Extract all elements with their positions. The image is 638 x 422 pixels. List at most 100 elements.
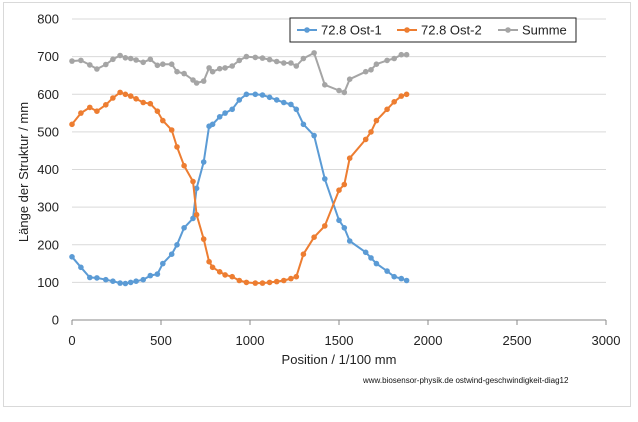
data-point: [259, 92, 266, 98]
data-point: [222, 65, 228, 71]
series-line: [71, 91, 407, 285]
legend-swatch-marker: [505, 27, 511, 33]
data-point: [222, 110, 228, 116]
data-point: [154, 271, 161, 277]
data-point: [229, 63, 235, 69]
data-point: [222, 272, 228, 278]
legend-box: [289, 17, 577, 43]
data-point: [147, 56, 154, 63]
data-point: [403, 277, 410, 284]
series-line: [71, 93, 407, 285]
data-point: [259, 280, 266, 286]
data-point: [346, 76, 353, 82]
data-point: [243, 91, 250, 98]
data-point: [87, 274, 93, 281]
legend-swatch-marker: [404, 27, 410, 33]
data-point: [288, 275, 294, 282]
data-point: [206, 258, 212, 265]
data-point: [209, 68, 216, 75]
data-point: [266, 56, 273, 63]
y-tick-label: 700: [37, 49, 59, 64]
data-point: [168, 251, 175, 257]
data-point: [110, 95, 116, 101]
data-point: [147, 100, 154, 107]
data-point: [216, 114, 223, 120]
y-tick-label: 200: [37, 237, 59, 252]
data-point: [311, 50, 317, 56]
data-point: [87, 62, 93, 68]
series-group: [69, 50, 410, 287]
data-point: [322, 223, 328, 229]
data-point: [216, 65, 223, 72]
y-tick-label: 0: [52, 313, 59, 328]
data-point: [69, 253, 75, 260]
data-point: [110, 56, 116, 63]
x-tick-label: 2000: [414, 333, 443, 348]
data-point: [252, 91, 259, 98]
data-point: [103, 102, 109, 108]
data-point: [103, 276, 109, 283]
y-tick-label: 800: [37, 12, 59, 27]
legend-label: 72.8 Ost-2: [421, 23, 482, 38]
data-point: [133, 96, 139, 102]
axes: [71, 319, 607, 325]
data-point: [127, 279, 134, 286]
data-point: [362, 68, 369, 75]
data-point: [252, 280, 259, 286]
x-tick-label: 500: [150, 333, 172, 348]
data-point: [341, 89, 348, 96]
data-point: [78, 264, 84, 271]
x-tick-labels: 0 500 1000 1500 2000 2500 3000: [68, 333, 620, 348]
data-point: [281, 277, 287, 284]
data-point: [117, 52, 123, 59]
chart-frame: [3, 2, 631, 407]
data-point: [341, 181, 348, 188]
data-point: [373, 260, 380, 267]
data-point: [87, 104, 93, 111]
data-point: [391, 55, 398, 62]
data-point: [190, 178, 196, 185]
data-point: [103, 61, 109, 68]
data-point: [288, 101, 294, 108]
data-point: [311, 132, 317, 139]
data-point: [174, 68, 180, 75]
data-point: [281, 99, 287, 106]
data-point: [346, 238, 353, 244]
data-point: [154, 62, 161, 69]
data-point: [384, 57, 390, 64]
data-point: [362, 136, 369, 143]
data-point: [373, 61, 380, 67]
data-point: [288, 60, 294, 66]
data-point: [273, 278, 280, 285]
data-point: [200, 236, 207, 242]
data-point: [368, 129, 374, 135]
data-point: [266, 94, 273, 101]
data-point: [168, 61, 175, 67]
y-tick-label: 500: [37, 124, 59, 139]
data-point: [160, 61, 166, 67]
data-point: [127, 55, 134, 62]
data-point: [154, 108, 161, 114]
data-point: [122, 91, 129, 98]
data-point: [117, 280, 123, 286]
data-point: [133, 278, 139, 285]
data-point: [236, 277, 243, 284]
data-point: [300, 55, 307, 62]
data-point: [69, 121, 75, 128]
y-tick-labels: 0 100 200 300 400 500 600 700 800: [37, 12, 59, 328]
data-point: [160, 260, 166, 267]
data-point: [193, 185, 200, 192]
data-point: [181, 70, 187, 77]
data-point: [140, 99, 146, 106]
y-axis-title: Länge der Struktur / mm: [16, 102, 31, 242]
data-point: [206, 65, 212, 71]
data-point: [133, 57, 139, 63]
data-point: [300, 121, 307, 128]
data-point: [174, 144, 180, 150]
data-point: [368, 255, 374, 261]
x-tick-label: 1500: [325, 333, 354, 348]
data-point: [78, 57, 84, 64]
data-point: [193, 80, 200, 86]
data-point: [266, 279, 273, 286]
